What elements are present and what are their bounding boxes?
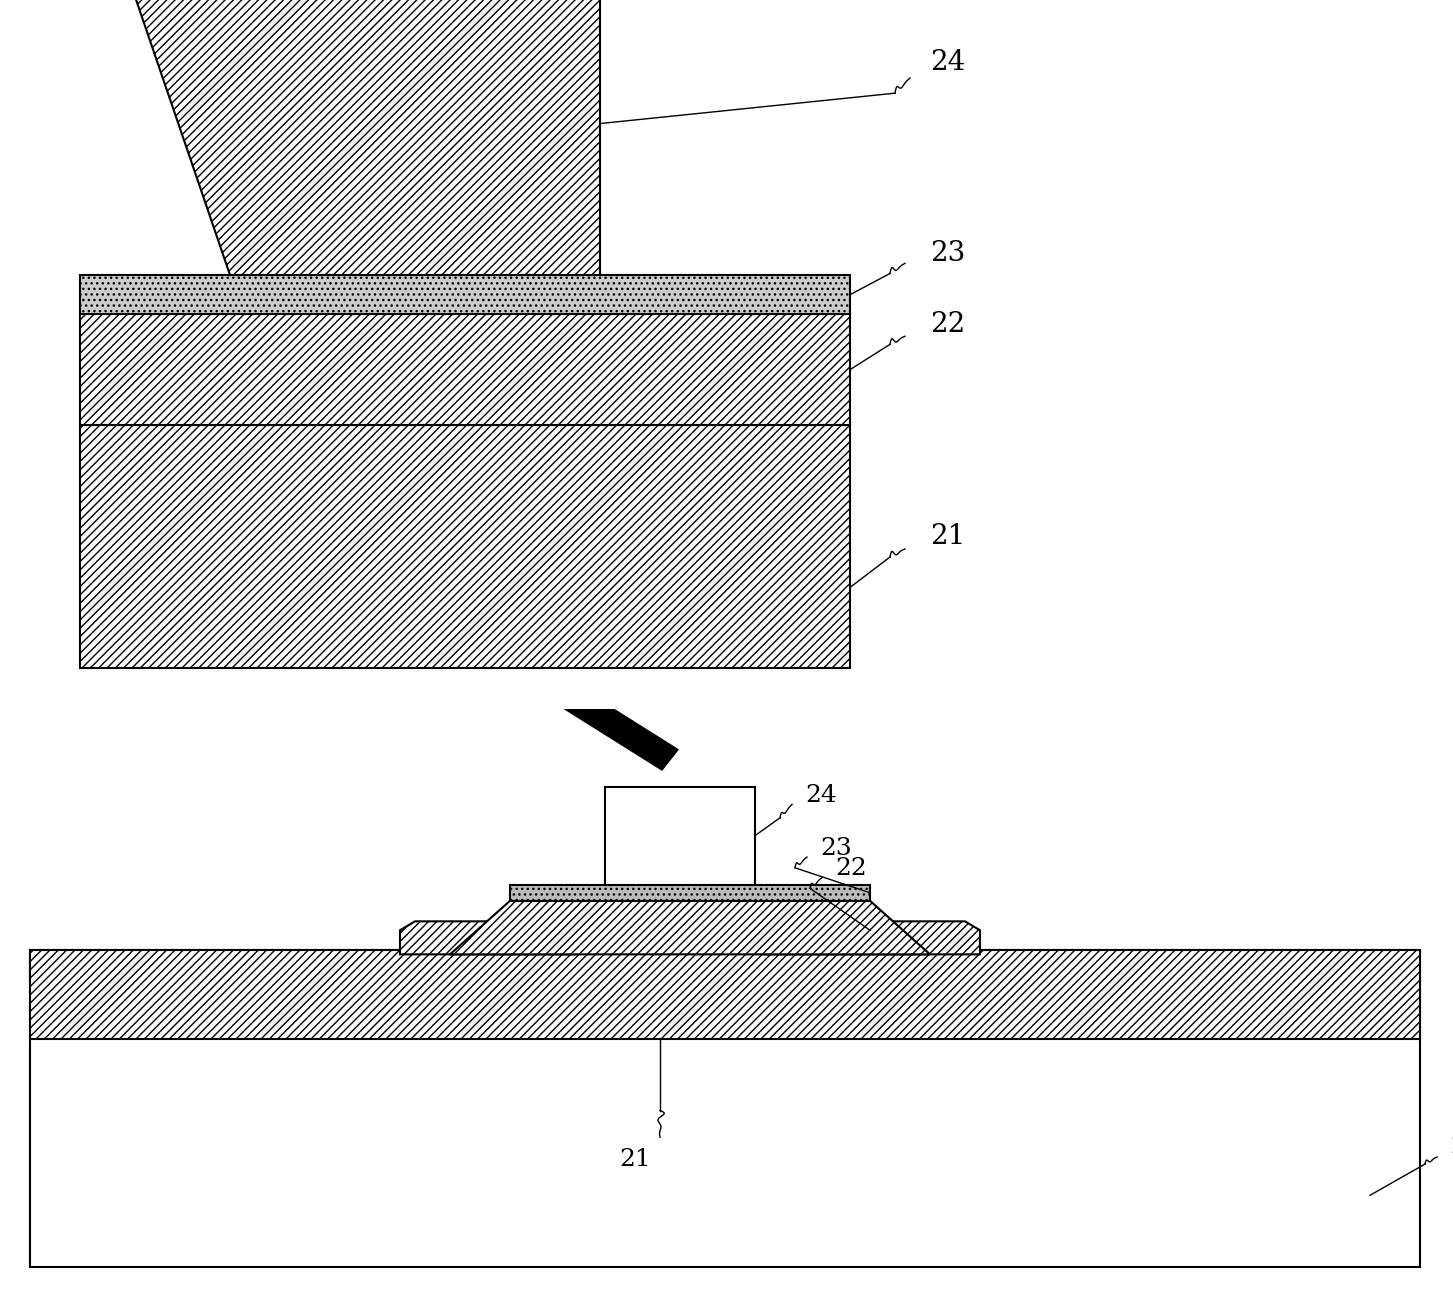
- Text: 21: 21: [619, 1148, 651, 1172]
- Polygon shape: [510, 884, 870, 901]
- Text: 23: 23: [819, 837, 851, 860]
- Text: 24: 24: [930, 49, 965, 76]
- Polygon shape: [129, 0, 600, 276]
- Polygon shape: [450, 901, 930, 954]
- FancyArrow shape: [400, 590, 679, 770]
- Polygon shape: [31, 950, 1420, 1039]
- Text: 22: 22: [835, 857, 867, 880]
- Text: 21: 21: [930, 523, 965, 550]
- Text: 23: 23: [930, 240, 965, 267]
- Text: 24: 24: [805, 784, 837, 807]
- Polygon shape: [80, 276, 850, 315]
- Polygon shape: [400, 922, 575, 954]
- Polygon shape: [604, 786, 756, 884]
- Polygon shape: [80, 315, 850, 425]
- Polygon shape: [31, 950, 1420, 1267]
- Text: 22: 22: [930, 311, 965, 338]
- Text: 20: 20: [1450, 1134, 1453, 1158]
- Polygon shape: [80, 425, 850, 669]
- Polygon shape: [764, 922, 979, 954]
